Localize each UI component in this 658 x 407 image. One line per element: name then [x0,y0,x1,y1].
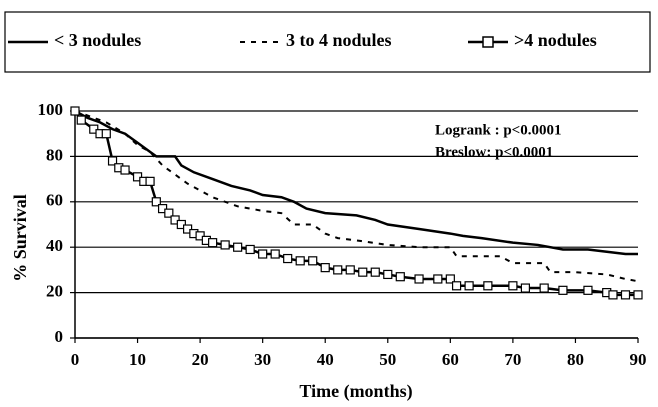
data-point [258,249,268,259]
data-point [370,267,380,277]
legend-label: 3 to 4 nodules [286,30,392,50]
data-point [508,281,518,291]
legend-label: >4 nodules [514,30,597,50]
survival-line [74,109,638,256]
data-point [120,165,130,175]
data-point [395,272,405,282]
data-point [70,106,80,116]
y-tick-label: 60 [46,191,63,210]
legend-marker [482,36,494,48]
data-point [145,176,155,186]
data-point [583,285,593,295]
y-axis-label: % Survival [10,194,30,282]
data-point [151,197,161,207]
data-point [539,283,549,293]
data-point [283,253,293,264]
x-tick-label: 20 [192,350,209,369]
data-point [464,281,474,291]
x-tick-label: 40 [317,350,334,369]
data-point [220,240,230,250]
data-point [520,283,531,293]
x-tick-label: 30 [254,350,271,369]
y-tick-label: 0 [55,327,64,346]
data-point [101,129,111,139]
data-point [608,290,618,300]
x-tick-label: 10 [129,350,146,369]
data-point [233,242,243,252]
data-point [333,265,343,275]
x-tick-label: 0 [71,350,80,369]
data-point [414,274,424,284]
legend-box [4,11,651,73]
data-point [164,208,174,218]
annotation: Logrank : p<0.0001 [435,122,561,138]
data-point [451,281,462,291]
data-point [383,269,393,280]
data-point [433,274,443,284]
y-tick-label: 80 [46,145,63,164]
data-point [208,238,218,248]
data-point [245,244,255,255]
y-tick-label: 100 [38,100,64,119]
data-point [295,256,305,266]
data-point [483,281,493,291]
data-point [320,263,330,273]
legend-label: < 3 nodules [54,30,141,50]
x-tick-label: 80 [567,350,584,369]
x-axis-label: Time (months) [299,381,412,402]
data-point [308,256,318,266]
data-point [633,290,643,300]
data-point [76,115,86,125]
x-tick-label: 50 [379,350,396,369]
data-point [620,290,631,300]
x-tick-label: 70 [504,350,521,369]
annotation: Breslow: p<0.0001 [435,144,553,160]
data-point [270,249,280,259]
data-point [445,274,455,284]
survival-line [74,110,639,283]
y-tick-label: 20 [46,282,63,301]
data-point [107,156,118,166]
x-tick-label: 90 [630,350,647,369]
data-point [558,285,568,295]
x-tick-label: 60 [442,350,459,369]
data-point [345,265,355,275]
data-point [358,267,368,277]
y-tick-label: 40 [46,236,63,255]
